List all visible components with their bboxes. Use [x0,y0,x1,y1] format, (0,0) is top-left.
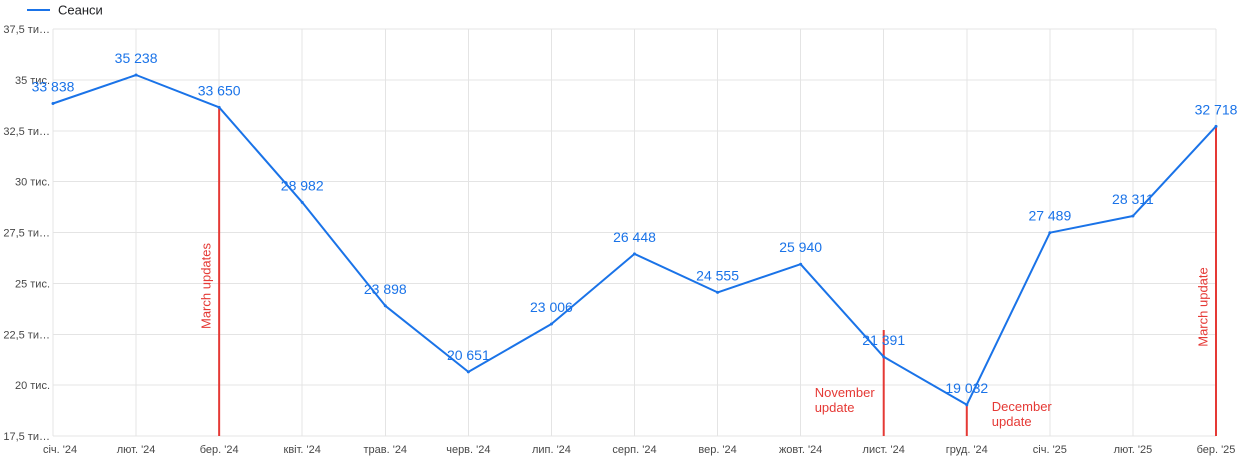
x-tick-label: січ. '25 [1033,444,1067,456]
data-point[interactable] [799,262,803,266]
data-point[interactable] [51,102,55,106]
data-point[interactable] [965,403,969,407]
x-tick-label: груд. '24 [946,444,988,456]
x-tick-label: лют. '25 [1114,444,1153,456]
data-label: 26 448 [613,229,656,245]
data-label: 23 006 [530,299,573,315]
data-point[interactable] [633,252,636,256]
data-label: 33 838 [32,79,75,95]
data-label: 23 898 [364,281,407,297]
x-tick-label: квіт. '24 [284,444,321,456]
y-tick-label: 25 тис. [15,278,50,290]
gridlines [52,28,1217,437]
y-tick-label: 30 тис. [15,177,50,189]
x-tick-label: лют. '24 [117,444,156,456]
x-tick-label: трав. '24 [363,444,407,456]
x-tick-label: жовт. '24 [779,444,822,456]
data-label: 19 032 [945,380,988,396]
legend[interactable]: Сеанси [27,3,103,18]
x-tick-label: вер. '24 [698,444,736,456]
x-tick-label: бер. '25 [1197,444,1236,456]
data-label: 32 718 [1195,101,1238,117]
x-tick-label: серп. '24 [612,444,656,456]
annotation-lines [218,107,1217,436]
series-sessions [51,73,1218,407]
y-tick-label: 22,5 ти… [3,329,50,341]
data-label: 28 311 [1112,191,1154,207]
y-axis: 17,5 ти… 20 тис. 22,5 ти… 25 тис. 27,5 ти… 30… [3,24,50,443]
data-point[interactable] [466,370,470,374]
data-label: 24 555 [696,267,739,283]
data-label: 33 650 [198,82,241,98]
y-tick-label: 32,5 ти… [3,126,50,138]
data-point[interactable] [1214,124,1218,128]
data-labels: 33 838 35 238 33 650 28 982 23 898 20 651 23 0… [32,50,1238,396]
y-tick-label: 17,5 ти… [3,431,50,443]
data-point[interactable] [716,290,720,294]
x-tick-label: січ. '24 [43,444,77,456]
data-point[interactable] [549,322,553,326]
x-tick-label: бер. '24 [200,444,239,456]
data-label: 25 940 [779,239,822,255]
data-point[interactable] [1048,231,1052,235]
y-tick-label: 27,5 ти… [3,228,50,240]
data-label: 21 391 [862,332,905,348]
data-label: 27 489 [1028,208,1071,224]
data-label: 35 238 [115,50,158,66]
x-tick-label: черв. '24 [446,444,490,456]
data-point[interactable] [383,304,387,308]
x-axis: січ. '24 лют. '24 бер. '24 квіт. '24 трав. '… [43,444,1236,456]
y-tick-label: 37,5 ти… [3,24,50,36]
x-tick-label: лист. '24 [863,444,905,456]
data-point[interactable] [134,73,138,77]
legend-series-label[interactable]: Сеанси [58,3,103,18]
data-point[interactable] [217,105,221,109]
data-label: 20 651 [447,347,490,363]
data-point[interactable] [300,200,304,204]
y-tick-label: 35 тис. [15,75,50,87]
x-tick-label: лип. '24 [532,444,571,456]
data-point[interactable] [1131,214,1135,218]
data-point[interactable] [882,355,886,359]
data-label: 28 982 [281,177,324,193]
y-tick-label: 20 тис. [15,380,50,392]
